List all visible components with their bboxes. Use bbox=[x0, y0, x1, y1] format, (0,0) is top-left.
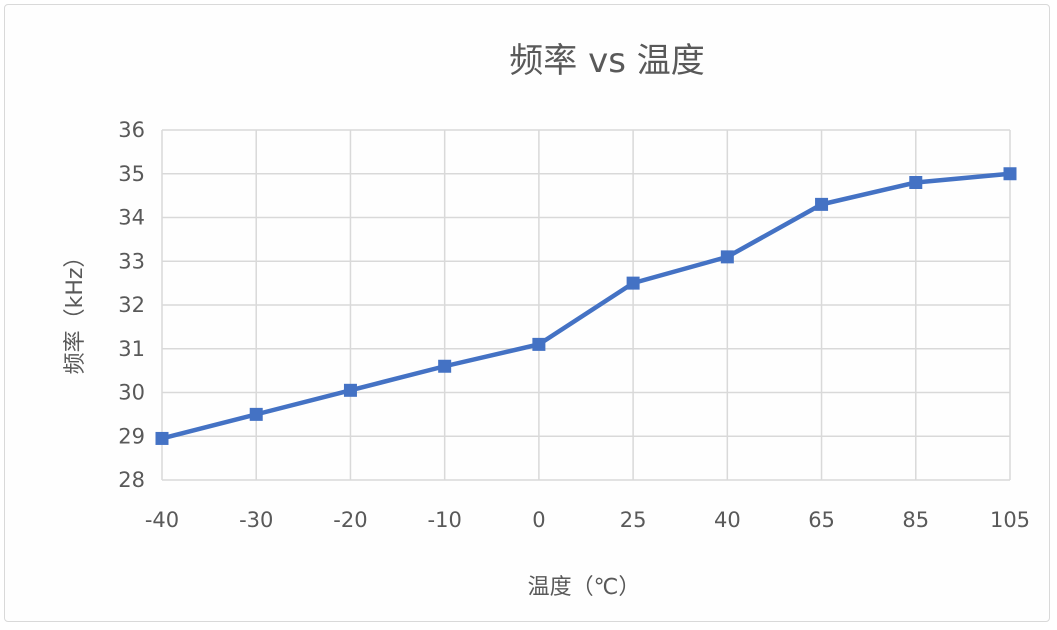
y-tick-label: 29 bbox=[118, 424, 145, 448]
y-tick-label: 31 bbox=[118, 337, 145, 361]
data-point-marker bbox=[815, 198, 828, 211]
series-group bbox=[156, 167, 1017, 445]
data-point-marker bbox=[721, 250, 734, 263]
data-point-marker bbox=[1004, 167, 1017, 180]
y-axis-ticks: 28 29 30 31 32 33 34 35 36 bbox=[118, 118, 145, 492]
x-tick-label: 25 bbox=[620, 508, 647, 532]
x-tick-label: -10 bbox=[428, 508, 462, 532]
x-tick-label: -20 bbox=[333, 508, 367, 532]
x-tick-label: -30 bbox=[239, 508, 273, 532]
data-point-marker bbox=[438, 360, 451, 373]
x-axis-label: 温度（℃） bbox=[528, 575, 641, 600]
x-tick-label: 105 bbox=[990, 508, 1030, 532]
data-point-marker bbox=[250, 408, 263, 421]
data-point-marker bbox=[532, 338, 545, 351]
y-tick-label: 34 bbox=[118, 206, 145, 230]
x-tick-label: 65 bbox=[808, 508, 835, 532]
series-line bbox=[162, 174, 1010, 439]
x-tick-label: -40 bbox=[145, 508, 179, 532]
y-tick-label: 28 bbox=[118, 468, 145, 492]
y-tick-label: 36 bbox=[118, 118, 145, 142]
data-point-marker bbox=[909, 176, 922, 189]
x-tick-label: 40 bbox=[714, 508, 741, 532]
data-point-marker bbox=[156, 432, 169, 445]
data-point-marker bbox=[627, 277, 640, 290]
y-axis-label: 频率（kHz） bbox=[63, 246, 88, 375]
chart-title: 频率 vs 温度 bbox=[509, 41, 704, 81]
y-tick-label: 32 bbox=[118, 293, 145, 317]
grid bbox=[162, 130, 1010, 480]
x-tick-label: 0 bbox=[532, 508, 545, 532]
y-tick-label: 35 bbox=[118, 162, 145, 186]
x-tick-label: 85 bbox=[902, 508, 929, 532]
y-tick-label: 33 bbox=[118, 249, 145, 273]
x-axis-ticks: -40 -30 -20 -10 0 25 40 65 85 105 bbox=[145, 508, 1030, 532]
y-tick-label: 30 bbox=[118, 381, 145, 405]
data-point-marker bbox=[344, 384, 357, 397]
